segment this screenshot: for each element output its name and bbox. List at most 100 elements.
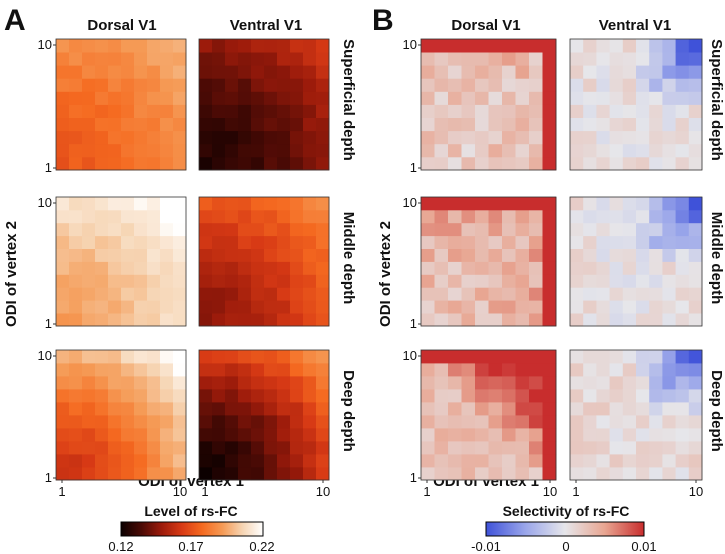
heatmap-cell bbox=[515, 300, 530, 314]
heatmap-cell bbox=[434, 65, 449, 79]
heatmap-cell bbox=[636, 117, 650, 132]
heatmap-cell bbox=[95, 313, 109, 327]
heatmap-cell bbox=[542, 402, 557, 416]
heatmap-cell bbox=[596, 209, 610, 224]
heatmap-cell bbox=[173, 91, 187, 105]
heatmap-cell bbox=[121, 143, 135, 158]
heatmap-cell bbox=[448, 300, 462, 314]
heatmap-cell bbox=[609, 363, 624, 377]
heatmap-cell bbox=[636, 300, 650, 314]
heatmap-cell bbox=[675, 363, 690, 377]
heatmap-cell bbox=[160, 104, 174, 118]
heatmap-cell bbox=[662, 235, 676, 249]
heatmap-cell bbox=[134, 65, 148, 79]
heatmap-cell bbox=[212, 402, 226, 416]
heatmap-cell bbox=[529, 287, 543, 301]
heatmap-cell bbox=[264, 467, 278, 481]
heatmap-cell bbox=[82, 65, 96, 79]
heatmap-cell bbox=[609, 104, 624, 118]
heatmap-cell bbox=[147, 415, 161, 429]
heatmap-cell bbox=[238, 52, 252, 66]
heatmap-cell bbox=[251, 65, 265, 79]
heatmap-b-middle-ventral bbox=[569, 196, 703, 327]
y-tick-1: 1 bbox=[410, 160, 417, 175]
heatmap-cell bbox=[121, 91, 135, 105]
heatmap-cell bbox=[95, 376, 109, 390]
heatmap-cell bbox=[121, 197, 135, 211]
heatmap-cell bbox=[277, 222, 291, 237]
heatmap-cell bbox=[515, 313, 530, 327]
heatmap-cell bbox=[69, 467, 83, 481]
heatmap-a-middle-ventral bbox=[198, 196, 330, 327]
heatmap-cell bbox=[121, 454, 135, 468]
col-title-a-ventral: Ventral V1 bbox=[230, 17, 303, 34]
heatmap-cell bbox=[316, 313, 330, 327]
heatmap-cell bbox=[277, 261, 291, 275]
heatmap-cell bbox=[173, 415, 187, 429]
heatmap-cell bbox=[212, 104, 226, 118]
heatmap-cell bbox=[82, 261, 96, 275]
heatmap-cell bbox=[277, 91, 291, 105]
heatmap-cell bbox=[488, 313, 503, 327]
heatmap-cell bbox=[316, 300, 330, 314]
heatmap-cell bbox=[636, 402, 650, 416]
heatmap-cell bbox=[238, 143, 252, 158]
heatmap-cell bbox=[56, 441, 70, 455]
heatmap-cell bbox=[121, 78, 135, 92]
heatmap-cell bbox=[82, 454, 96, 468]
heatmap-cell bbox=[121, 441, 135, 455]
heatmap-cell bbox=[461, 389, 476, 403]
heatmap-cell bbox=[636, 441, 650, 455]
heatmap-cell bbox=[675, 248, 690, 262]
heatmap-cell bbox=[649, 248, 663, 262]
heatmap-cell bbox=[448, 350, 462, 364]
heatmap-cell bbox=[303, 248, 317, 262]
heatmap-cell bbox=[662, 402, 676, 416]
heatmap-cell bbox=[212, 65, 226, 79]
heatmap-cell bbox=[502, 78, 516, 92]
heatmap-cell bbox=[583, 350, 597, 364]
heatmap-cell bbox=[82, 350, 96, 364]
heatmap-cell bbox=[173, 156, 187, 171]
heatmap-cell bbox=[596, 222, 610, 237]
col-title-b-dorsal: Dorsal V1 bbox=[451, 17, 520, 34]
heatmap-cell bbox=[515, 156, 530, 171]
heatmap-cell bbox=[488, 441, 503, 455]
heatmap-cell bbox=[238, 402, 252, 416]
heatmap-cell bbox=[502, 467, 516, 481]
heatmap-cell bbox=[675, 402, 690, 416]
heatmap-cell bbox=[290, 261, 304, 275]
heatmap-cell bbox=[290, 117, 304, 132]
heatmap-cell bbox=[199, 261, 213, 275]
heatmap-cell bbox=[448, 156, 462, 171]
heatmap-cell bbox=[675, 197, 690, 211]
heatmap-cell bbox=[199, 441, 213, 455]
heatmap-cell bbox=[290, 402, 304, 416]
heatmap-cell bbox=[529, 402, 543, 416]
heatmap-cell bbox=[264, 117, 278, 132]
heatmap-cell bbox=[199, 78, 213, 92]
heatmap-cell bbox=[82, 156, 96, 171]
heatmap-cell bbox=[475, 248, 489, 262]
heatmap-cell bbox=[303, 130, 317, 145]
heatmap-cell bbox=[515, 441, 530, 455]
heatmap-cell bbox=[688, 300, 703, 314]
heatmap-cell bbox=[596, 428, 610, 442]
heatmap-cell bbox=[69, 389, 83, 403]
heatmap-cell bbox=[121, 52, 135, 66]
heatmap-cell bbox=[675, 261, 690, 275]
heatmap-cell bbox=[160, 222, 174, 237]
heatmap-cell bbox=[199, 274, 213, 288]
heatmap-cell bbox=[421, 389, 435, 403]
heatmap-cell bbox=[238, 441, 252, 455]
heatmap-cell bbox=[675, 389, 690, 403]
heatmap-cell bbox=[461, 261, 476, 275]
heatmap-cell bbox=[570, 261, 584, 275]
heatmap-cell bbox=[502, 248, 516, 262]
heatmap-cell bbox=[108, 454, 122, 468]
heatmap-cell bbox=[421, 143, 435, 158]
heatmap-cell bbox=[212, 130, 226, 145]
heatmap-cell bbox=[225, 376, 239, 390]
heatmap-cell bbox=[675, 428, 690, 442]
heatmap-cell bbox=[251, 402, 265, 416]
